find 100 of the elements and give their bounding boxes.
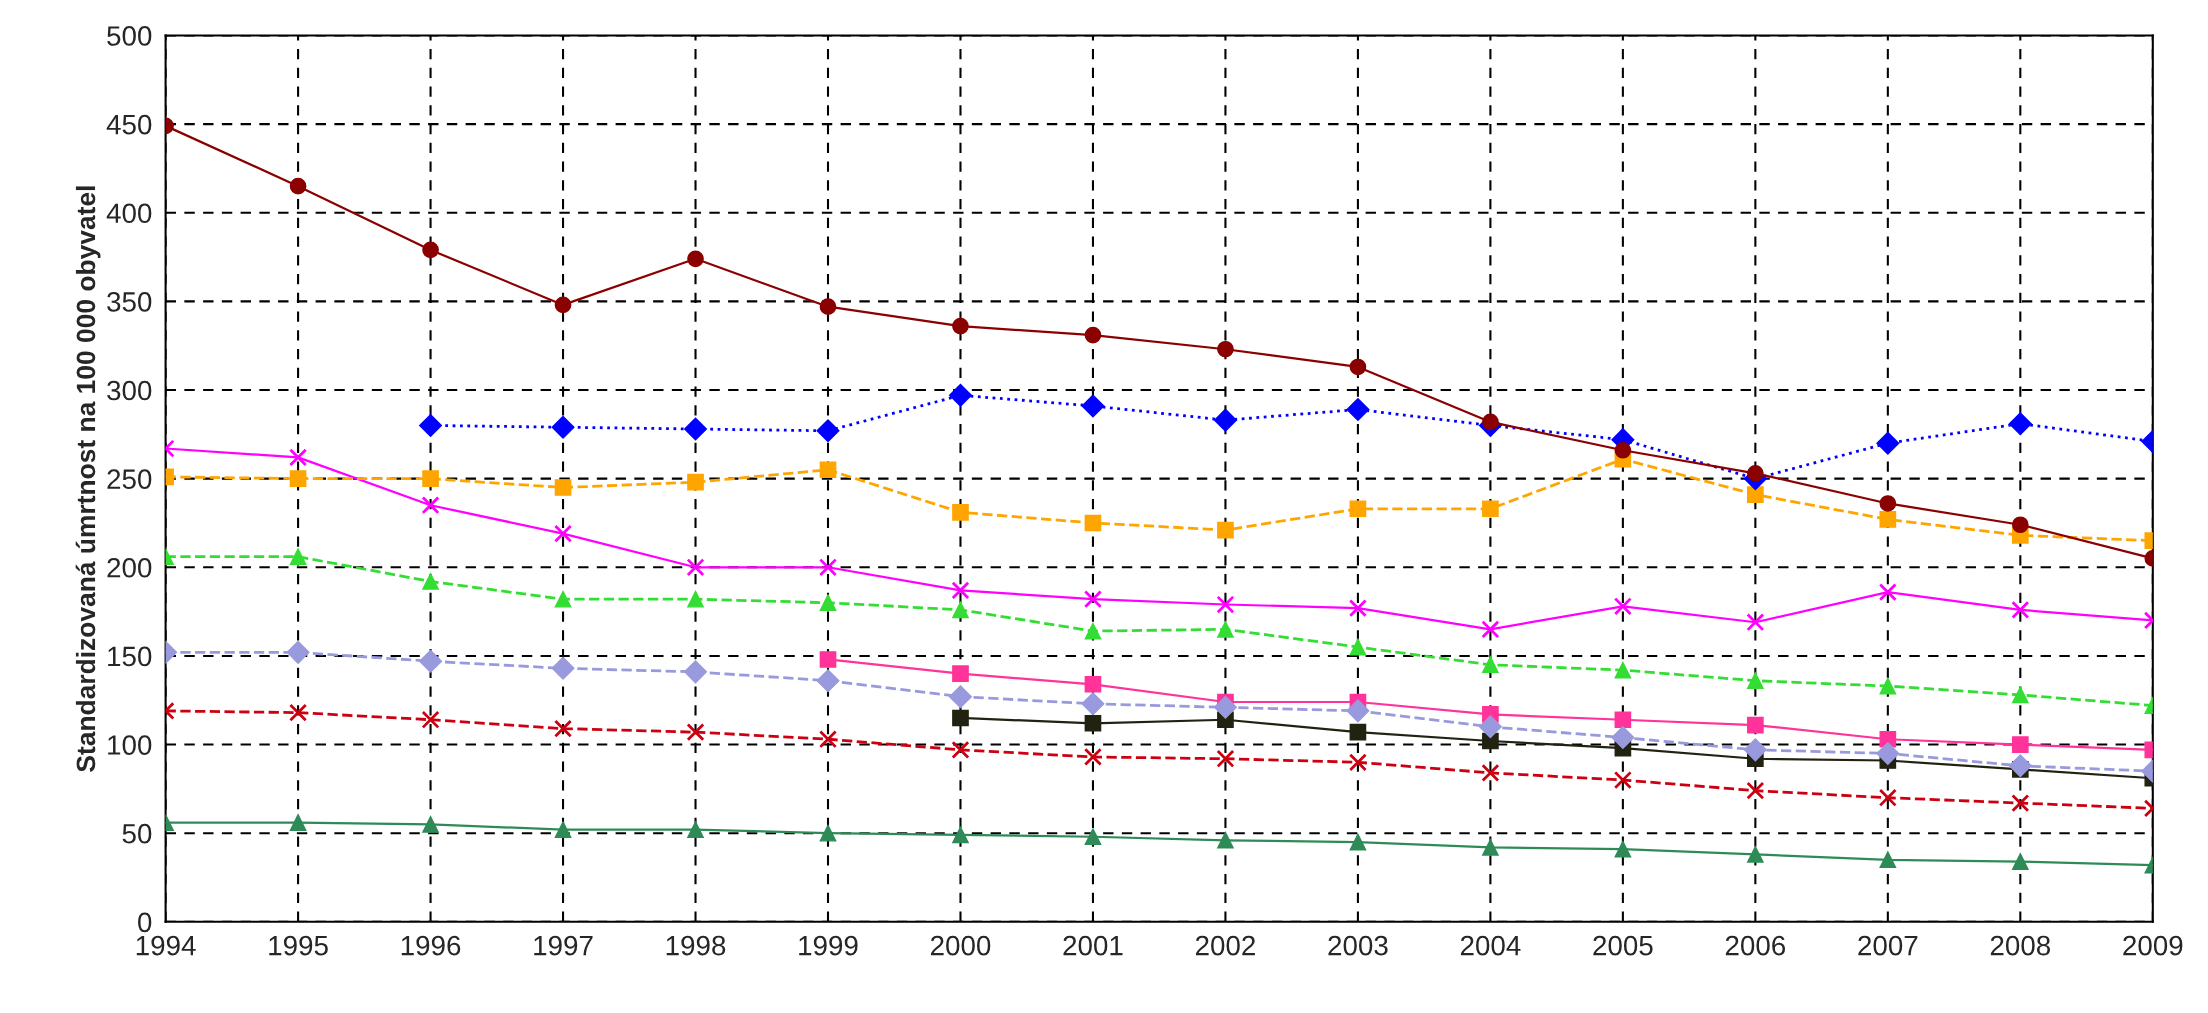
x-tick-label: 1998 — [666, 935, 726, 956]
x-tick-label: 1995 — [269, 935, 328, 956]
point — [1083, 590, 1102, 609]
x-tick-label: 2006 — [1725, 935, 1786, 956]
point — [1084, 622, 1102, 640]
point — [289, 448, 308, 467]
point — [819, 461, 837, 479]
point — [554, 296, 572, 314]
y-tick-label: 400 — [106, 203, 152, 224]
point — [1747, 846, 1764, 863]
point — [1216, 749, 1235, 768]
point — [1614, 441, 1632, 459]
point — [1482, 839, 1499, 856]
point — [1478, 715, 1502, 739]
point — [1481, 620, 1500, 639]
point — [554, 719, 573, 738]
x-tick-label: 2008 — [1990, 935, 2051, 956]
y-tick-label: 450 — [106, 114, 152, 135]
point — [952, 665, 969, 682]
point — [2011, 686, 2029, 704]
x-tick-label: 2000 — [930, 935, 991, 956]
point — [1481, 763, 1500, 782]
point — [1879, 851, 1897, 869]
point — [1743, 738, 1767, 762]
point — [1878, 788, 1897, 807]
point — [1081, 692, 1105, 716]
point — [1346, 398, 1370, 422]
point — [1349, 358, 1367, 376]
point — [952, 317, 969, 335]
y-tick-label: 50 — [122, 823, 152, 844]
x-tick-label: 2009 — [2123, 935, 2183, 956]
point — [1614, 840, 1632, 858]
point — [1613, 770, 1632, 790]
point — [554, 821, 572, 838]
y-tick-label: 350 — [107, 292, 152, 312]
point — [948, 383, 972, 407]
y-axis-title: Standardizovaná úmrtnost na 100 000 obyvatel — [75, 186, 101, 772]
point — [289, 177, 307, 195]
point — [818, 730, 838, 749]
x-tick-label: 1994 — [136, 935, 196, 956]
point — [1876, 431, 1900, 455]
point — [1878, 583, 1897, 602]
y-tick-label: 250 — [107, 469, 152, 489]
point — [1747, 716, 1764, 734]
point — [422, 815, 439, 833]
point — [1084, 714, 1102, 732]
point — [1747, 672, 1764, 690]
point — [554, 479, 572, 496]
point — [952, 503, 969, 521]
point — [1217, 521, 1234, 539]
point — [1084, 326, 1102, 344]
point — [1611, 725, 1635, 749]
point — [1083, 747, 1102, 766]
point — [421, 496, 440, 515]
point — [1217, 831, 1234, 849]
x-tick-label: 1999 — [799, 935, 858, 956]
point — [819, 824, 837, 842]
point — [551, 415, 575, 439]
point — [1349, 500, 1367, 518]
point — [1217, 620, 1234, 638]
point — [2011, 516, 2029, 534]
x-tick-label: 2005 — [1593, 935, 1653, 956]
point — [1349, 833, 1367, 851]
y-tick-label: 0 — [138, 912, 152, 933]
point — [1081, 394, 1105, 418]
point — [2011, 794, 2030, 813]
point — [816, 419, 840, 443]
point — [1879, 495, 1897, 512]
point — [1348, 753, 1367, 772]
point — [1879, 511, 1897, 528]
point — [1613, 597, 1632, 616]
x-tick-label: 2001 — [1063, 935, 1123, 956]
y-tick-label: 150 — [108, 646, 152, 667]
point — [687, 473, 704, 491]
x-tick-label: 2007 — [1858, 935, 1918, 956]
point — [554, 590, 572, 608]
point — [684, 417, 708, 441]
point — [1213, 695, 1237, 719]
x-tick-label: 2003 — [1328, 935, 1388, 956]
x-tick-label: 2004 — [1460, 935, 1521, 956]
point — [1084, 828, 1102, 846]
point — [1084, 514, 1102, 532]
y-tick-label: 200 — [107, 557, 152, 578]
point — [286, 640, 310, 664]
point — [419, 649, 443, 673]
x-tick-label: 1997 — [534, 935, 593, 956]
y-tick-label: 300 — [107, 380, 152, 401]
point — [422, 470, 439, 487]
point — [1217, 340, 1234, 358]
x-tick-label: 1996 — [401, 935, 461, 956]
point — [289, 703, 308, 722]
point — [554, 524, 573, 543]
point — [2011, 853, 2029, 870]
point — [421, 710, 440, 729]
point — [819, 298, 837, 316]
point — [289, 470, 307, 487]
y-tick-label: 100 — [108, 735, 152, 755]
point — [1879, 677, 1897, 695]
point — [1084, 675, 1102, 693]
point — [289, 548, 307, 565]
